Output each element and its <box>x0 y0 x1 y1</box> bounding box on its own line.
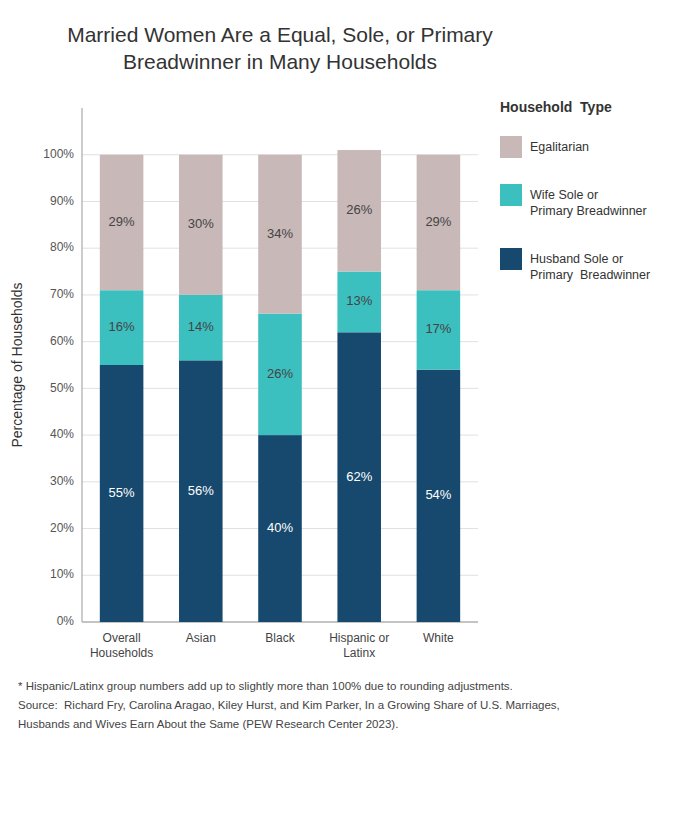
title: Married Women Are a Equal, Sole, or Prim… <box>67 23 493 73</box>
data-label: 29% <box>109 214 135 229</box>
y-tick-label: 70% <box>50 287 74 301</box>
y-tick-label: 100% <box>43 147 74 161</box>
bar <box>100 290 144 365</box>
footnote: Husbands and Wives Earn About the Same (… <box>18 718 398 730</box>
y-tick-label: 40% <box>50 427 74 441</box>
text-line: Married Women Are a Equal, Sole, or Prim… <box>67 23 493 46</box>
text-line: Primary Breadwinner <box>530 204 647 218</box>
y-tick-label: 0% <box>57 614 75 628</box>
bar <box>100 155 144 291</box>
text-line: Breadwinner in Many Households <box>123 50 437 73</box>
data-label: 26% <box>267 366 293 381</box>
text-line: Latinx <box>343 646 375 660</box>
y-tick-label: 50% <box>50 381 74 395</box>
bar <box>417 155 461 291</box>
data-label: 54% <box>425 487 451 502</box>
data-label: 62% <box>346 469 372 484</box>
legend-swatch <box>500 184 522 206</box>
text-line: Egalitarian <box>530 140 589 154</box>
text-line: Households <box>90 646 153 660</box>
data-label: 16% <box>109 319 135 334</box>
data-label: 55% <box>109 485 135 500</box>
text-line: Black <box>265 631 295 645</box>
data-label: 13% <box>346 293 372 308</box>
data-label: 30% <box>188 216 214 231</box>
bar <box>337 272 381 333</box>
text-line: White <box>423 631 454 645</box>
y-tick-label: 20% <box>50 521 74 535</box>
bar <box>100 365 144 622</box>
data-label: 40% <box>267 520 293 535</box>
bar <box>417 370 461 622</box>
footnote: Source: Richard Fry, Carolina Aragao, Ki… <box>18 699 560 711</box>
y-tick-label: 90% <box>50 194 74 208</box>
chart: Married Women Are a Equal, Sole, or Prim… <box>0 0 700 827</box>
legend-swatch <box>500 136 522 158</box>
grid <box>82 155 478 622</box>
x-tick-label: Asian <box>186 631 216 645</box>
legend-label: Husband Sole or Primary Breadwinner <box>530 252 650 282</box>
data-label: 17% <box>425 321 451 336</box>
y-tick-label: 10% <box>50 567 74 581</box>
x-tick-label: Black <box>265 631 295 645</box>
text-line: Wife Sole or <box>530 188 598 202</box>
bar <box>258 435 302 622</box>
text-line: Overall <box>103 631 141 645</box>
y-axis-label: Percentage of Households <box>9 283 25 448</box>
bar <box>337 150 381 271</box>
bar <box>179 155 223 295</box>
x-tick-label: Hispanic orLatinx <box>329 631 389 660</box>
bar <box>417 290 461 369</box>
text-line: Hispanic or <box>329 631 389 645</box>
y-axis-line <box>82 108 83 622</box>
data-label: 29% <box>425 214 451 229</box>
bar <box>258 314 302 435</box>
x-tick-label: OverallHouseholds <box>90 631 153 660</box>
legend-label: Wife Sole or Primary Breadwinner <box>530 188 647 218</box>
y-tick-label: 30% <box>50 474 74 488</box>
text-line: Husband Sole or <box>530 252 623 266</box>
data-label: 26% <box>346 202 372 217</box>
text-line: Primary Breadwinner <box>530 268 650 282</box>
footnote: * Hispanic/Latinx group numbers add up t… <box>18 680 513 692</box>
bar <box>258 155 302 314</box>
data-label: 14% <box>188 319 214 334</box>
y-tick-label: 80% <box>50 240 74 254</box>
data-labels: 55% 56% 40% 62% 54% 16% 14% 26% 13% 17% 29% 30% 34% 2… <box>109 202 452 535</box>
bar <box>179 295 223 360</box>
bars <box>100 150 460 622</box>
y-tick-label: 60% <box>50 334 74 348</box>
bar <box>179 360 223 622</box>
text-line: Asian <box>186 631 216 645</box>
legend-title: Household Type <box>500 99 612 115</box>
legend-swatch <box>500 248 522 270</box>
data-label: 56% <box>188 483 214 498</box>
data-label: 34% <box>267 226 293 241</box>
legend-label: Egalitarian <box>530 140 589 154</box>
legend: Household Type Egalitarian Wife Sole or Pri… <box>500 99 650 282</box>
x-tick-label: White <box>423 631 454 645</box>
bar <box>337 332 381 622</box>
